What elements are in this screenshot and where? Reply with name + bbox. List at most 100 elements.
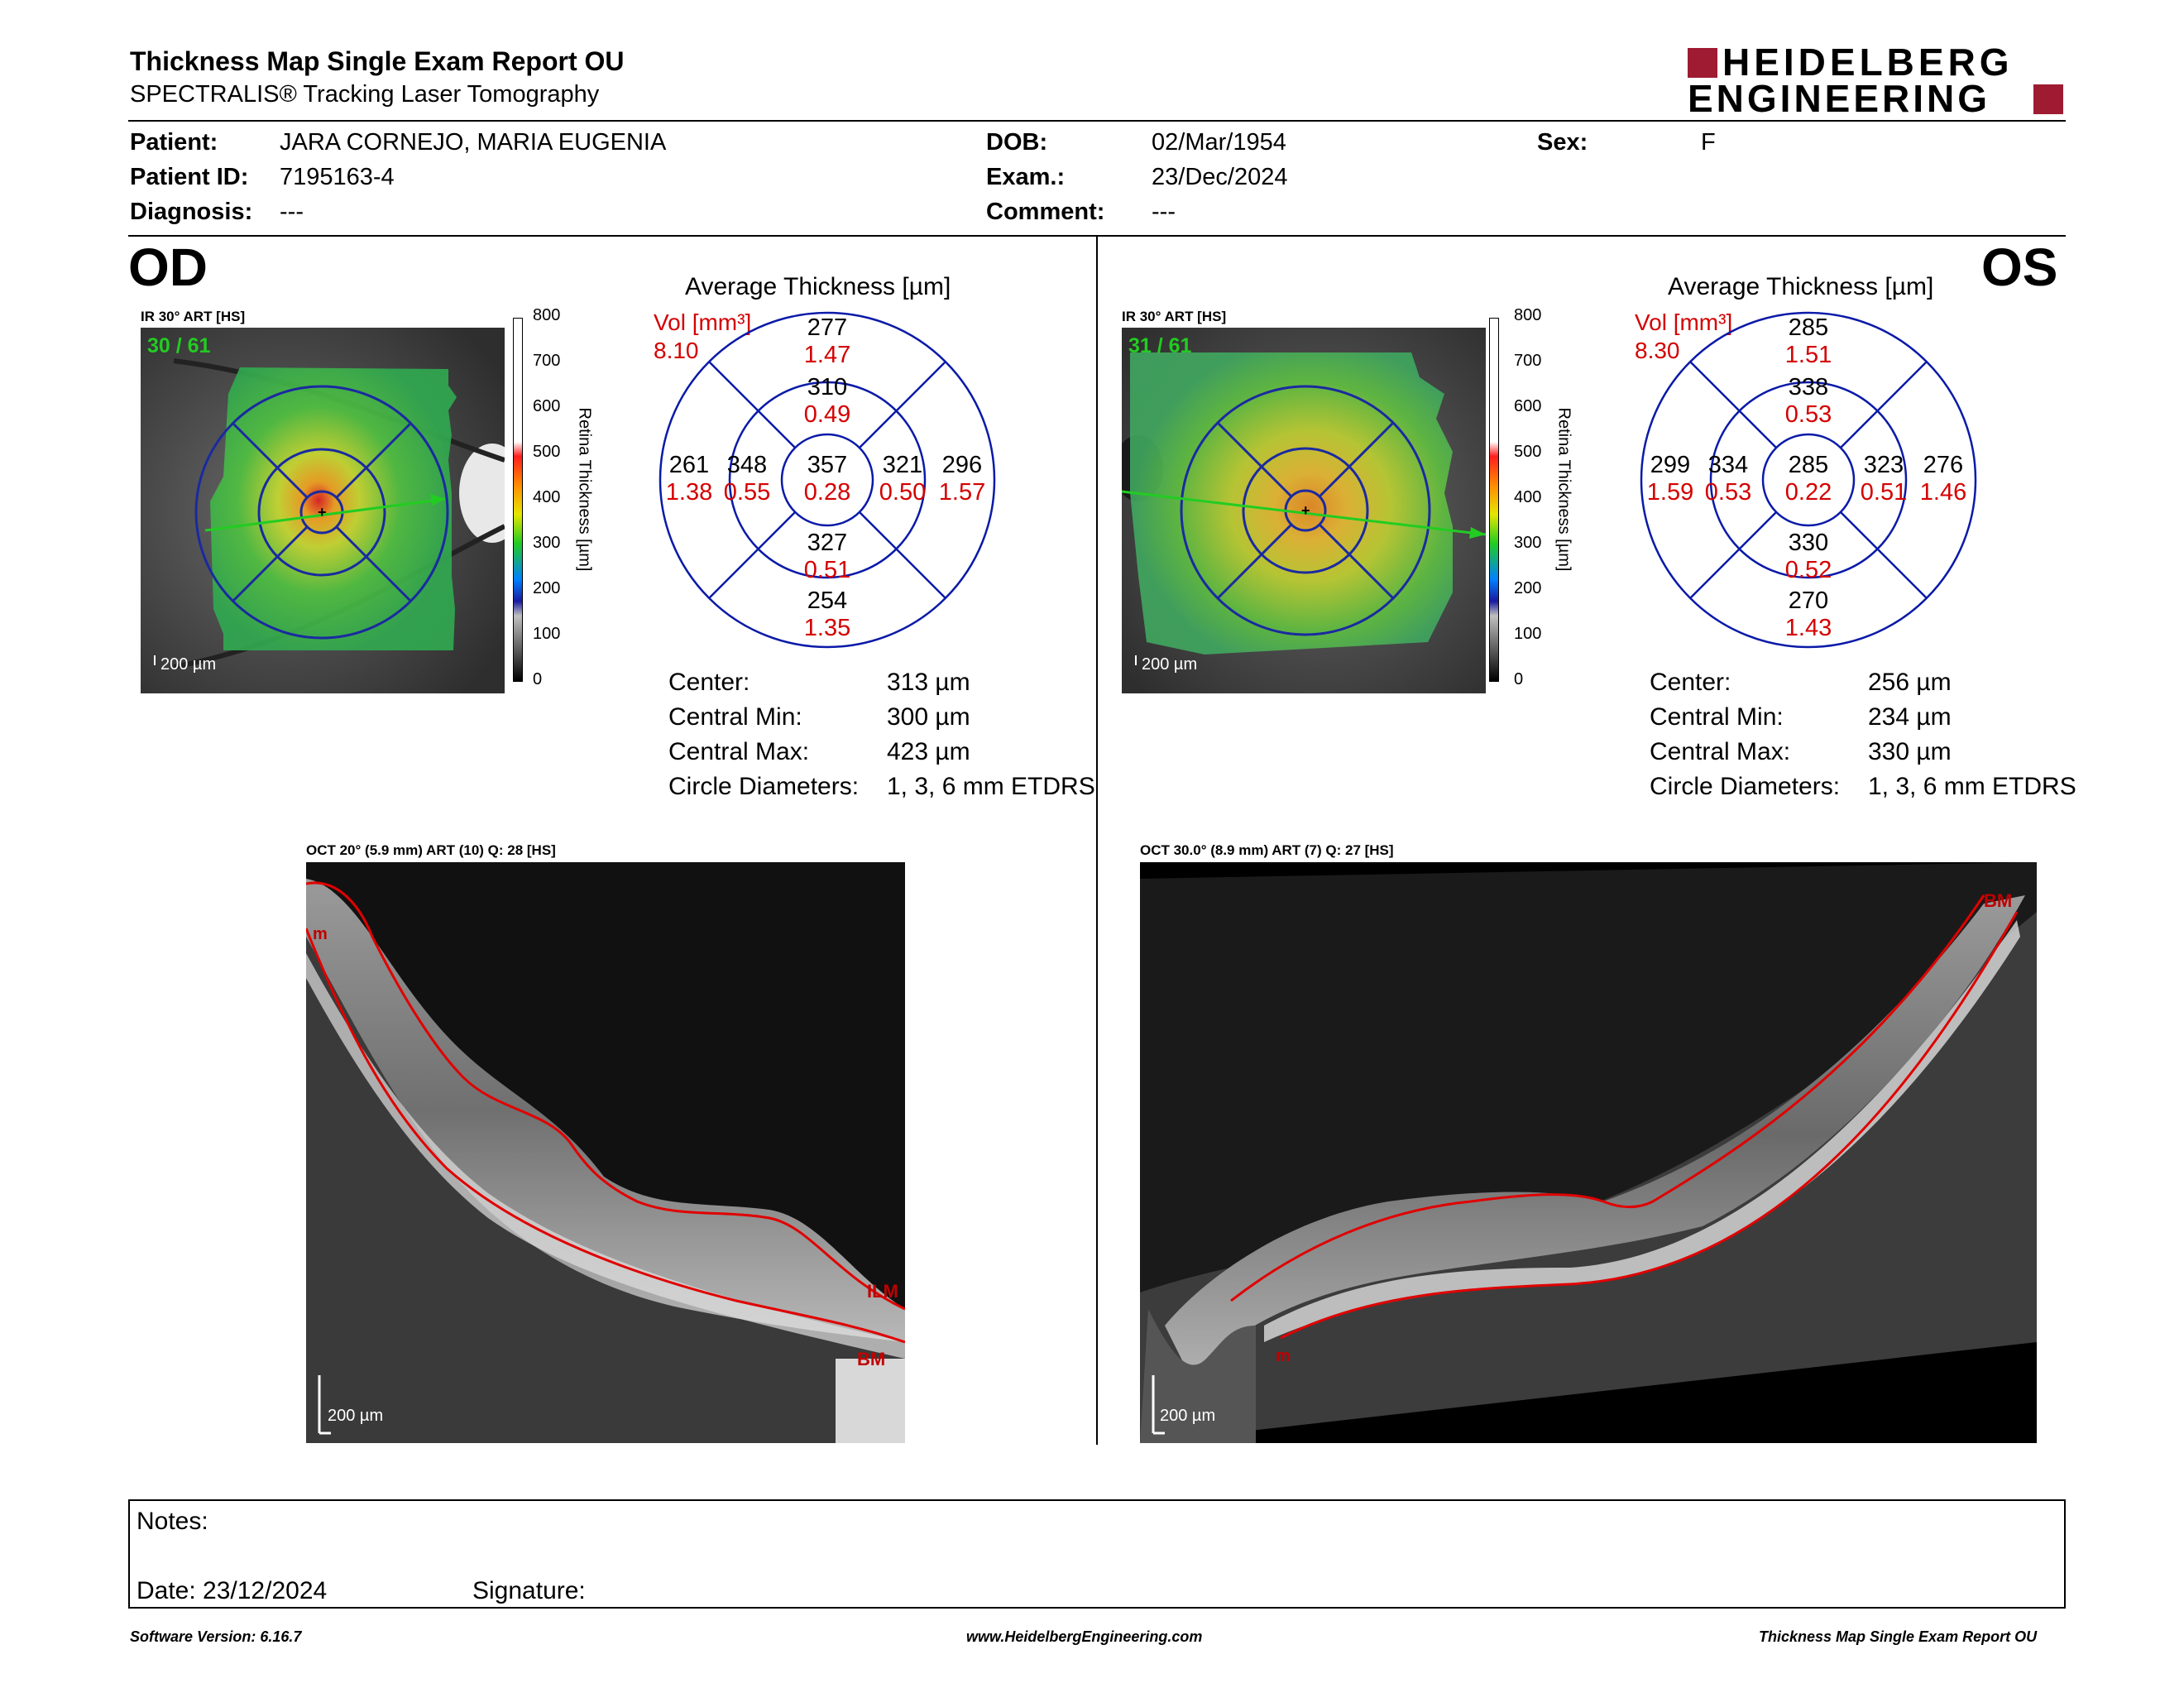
stat-value: 330 µm — [1868, 738, 1952, 765]
stat-label: Center: — [668, 669, 750, 696]
diagnosis-value: --- — [280, 199, 304, 225]
os-sector-inner-inf: 330 0.52 — [1759, 530, 1858, 584]
od-sector-inner-sup: 310 0.49 — [778, 374, 877, 429]
tick-label: 700 — [1514, 352, 1542, 370]
od-etdrs-chart — [659, 311, 996, 649]
thickness: 277 — [807, 314, 848, 341]
os-sector-outer-inf: 270 1.43 — [1759, 587, 1858, 642]
os-scale-label: 200 µm — [1142, 655, 1198, 674]
od-ir-title: IR 30° ART [HS] — [141, 309, 246, 324]
tick-label: 600 — [1514, 397, 1542, 415]
od-oct-scale-label: 200 µm — [328, 1407, 384, 1425]
od-oct-label-ilm: ILM — [867, 1281, 898, 1302]
thickness: 261 — [668, 452, 710, 478]
od-avg-title: Average Thickness [µm] — [685, 273, 951, 300]
os-vol-total: 8.30 — [1635, 338, 1680, 363]
os-colorbar-ticks: 800 700 600 500 400 300 200 100 0 — [1514, 306, 1564, 688]
os-vol-label: Vol [mm³] — [1635, 309, 1733, 335]
patient-id-label: Patient ID: — [130, 164, 249, 190]
od-vol-total: 8.10 — [654, 338, 699, 363]
volume: 1.35 — [803, 615, 851, 641]
volume: 0.53 — [1704, 479, 1752, 506]
os-oct-lower — [1140, 912, 2037, 1443]
tick-label: 0 — [1514, 670, 1524, 688]
os-oct-bscan — [1140, 862, 2037, 1443]
footer-url[interactable]: www.HeidelbergEngineering.com — [966, 1628, 1203, 1645]
tick-label: 200 — [1514, 579, 1542, 597]
os-colorbar-label: Retina Thickness [µm] — [1554, 407, 1573, 572]
stat-label: Central Min: — [1650, 703, 1784, 731]
od-center-cross: + — [318, 504, 327, 520]
os-bm-line — [1280, 911, 2019, 1340]
notes-box[interactable]: Notes: Date: 23/12/2024 Signature: — [128, 1499, 2066, 1609]
od-sector-inner-left: 348 0.55 — [718, 452, 776, 506]
thickness: 296 — [941, 452, 983, 478]
thickness: 276 — [1923, 452, 1964, 478]
stat-value: 300 µm — [887, 703, 970, 731]
os-scale-bar — [1135, 655, 1137, 665]
od-sector-outer-right: 296 1.57 — [933, 452, 991, 506]
od-bm-line — [306, 928, 905, 1344]
stat-label: Central Max: — [1650, 738, 1791, 765]
thickness: 334 — [1707, 452, 1749, 478]
os-oct-title: OCT 30.0° (8.9 mm) ART (7) Q: 27 [HS] — [1140, 842, 1394, 858]
os-avg-title: Average Thickness [µm] — [1668, 273, 1934, 300]
od-sector-outer-sup: 277 1.47 — [778, 314, 877, 369]
report-subtitle: SPECTRALIS® Tracking Laser Tomography — [130, 81, 600, 108]
os-oct-label-bm: BM — [1984, 890, 2013, 911]
volume: 1.38 — [665, 479, 713, 506]
od-ilm-line — [306, 881, 905, 1311]
signature-label: Signature: — [472, 1577, 586, 1604]
os-sector-inner-right: 323 0.51 — [1855, 452, 1913, 506]
dob-label: DOB: — [986, 129, 1048, 156]
os-sector-outer-left: 299 1.59 — [1641, 452, 1699, 506]
od-sector-outer-left: 261 1.38 — [660, 452, 718, 506]
os-ir-title: IR 30° ART [HS] — [1122, 309, 1227, 324]
volume: 0.50 — [879, 479, 927, 506]
volume: 1.51 — [1784, 342, 1832, 368]
volume: 0.22 — [1784, 479, 1832, 506]
thickness: 323 — [1863, 452, 1904, 478]
footer-version: Software Version: 6.16.7 — [130, 1628, 302, 1645]
tick-label: 400 — [533, 488, 561, 506]
os-rpe-band — [1264, 920, 2020, 1342]
volume: 0.28 — [803, 479, 851, 506]
tick-label: 400 — [1514, 488, 1542, 506]
notes-label: Notes: — [136, 1508, 208, 1535]
od-scan-line — [204, 497, 446, 532]
exam-label: Exam.: — [986, 164, 1066, 190]
volume: 1.59 — [1646, 479, 1694, 506]
date-label: Date: 23/12/2024 — [136, 1577, 328, 1604]
exam-value: 23/Dec/2024 — [1152, 164, 1288, 190]
stat-value: 1, 3, 6 mm ETDRS — [887, 773, 1095, 800]
od-frame-counter: 30 / 61 — [147, 334, 211, 357]
volume: 0.55 — [723, 479, 771, 506]
os-oct-label-m: m — [1276, 1347, 1291, 1365]
os-fundus-map: + — [1122, 328, 1486, 693]
thickness: 285 — [1788, 314, 1829, 341]
stat-value: 234 µm — [1868, 703, 1952, 731]
od-etdrs-grid — [194, 385, 449, 640]
os-sector-center: 285 0.22 — [1767, 452, 1850, 506]
volume: 1.43 — [1784, 615, 1832, 641]
stat-value: 1, 3, 6 mm ETDRS — [1868, 773, 2076, 800]
os-scan-line — [1122, 490, 1486, 536]
sex-value: F — [1701, 129, 1716, 156]
dob-value: 02/Mar/1954 — [1152, 129, 1286, 156]
eye-divider — [1096, 237, 1098, 1445]
diagnosis-label: Diagnosis: — [130, 199, 253, 225]
tick-label: 0 — [533, 670, 543, 688]
logo-line2: ENGINEERING — [1688, 77, 1991, 120]
thickness: 338 — [1788, 374, 1829, 400]
tick-label: 500 — [533, 443, 561, 461]
tick-label: 800 — [1514, 306, 1542, 324]
thickness: 321 — [882, 452, 923, 478]
volume: 0.49 — [803, 401, 851, 428]
thickness: 357 — [807, 452, 848, 478]
tick-label: 200 — [533, 579, 561, 597]
report-title: Thickness Map Single Exam Report OU — [130, 46, 625, 76]
tick-label: 100 — [1514, 625, 1542, 643]
volume: 1.46 — [1919, 479, 1967, 506]
thickness: 285 — [1788, 452, 1829, 478]
patient-rule — [128, 235, 2066, 237]
